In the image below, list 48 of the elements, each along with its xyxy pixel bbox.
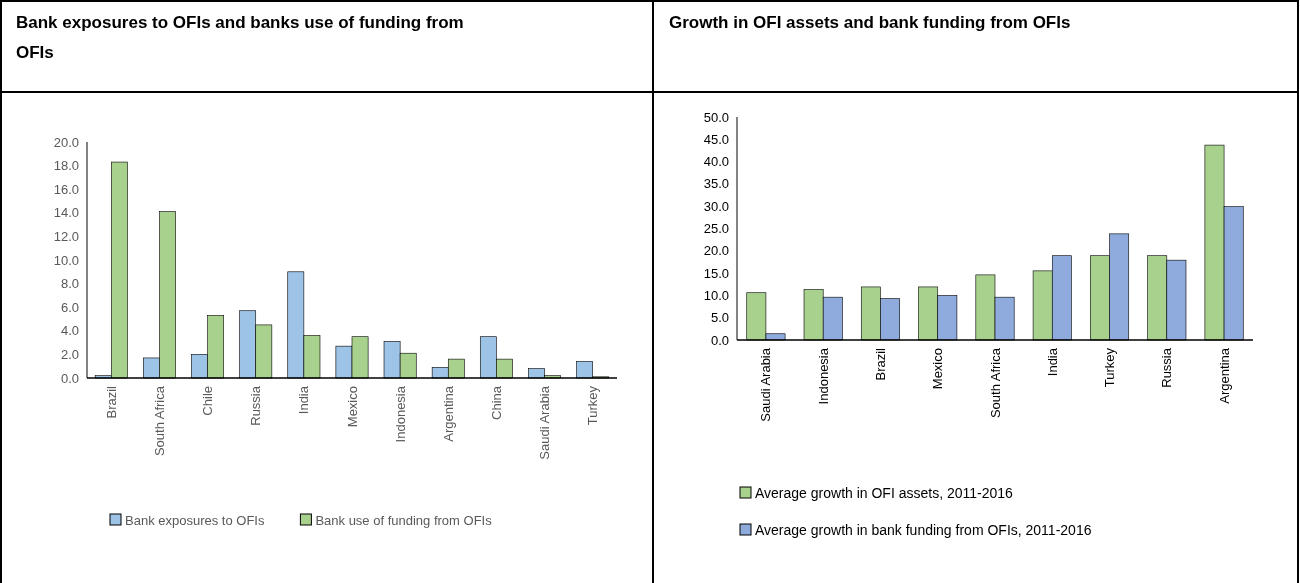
x-tick-label: Argentina — [1216, 347, 1232, 404]
x-tick-label: Chile — [200, 386, 216, 416]
legend-label: Bank exposures to OFIs — [125, 512, 265, 528]
chart-title: Bank exposures to OFIs and banks use of funding from OFIs — [16, 13, 464, 62]
x-tick-label: India — [296, 385, 312, 415]
y-tick-label: 25.0 — [703, 221, 729, 237]
y-tick-label: 18.0 — [53, 158, 79, 174]
x-tick-label: Mexico — [930, 348, 946, 390]
x-tick-label: China — [488, 385, 504, 420]
y-tick-label: 16.0 — [53, 181, 79, 197]
legend-label: Average growth in bank funding from OFIs, 2011-2016 — [755, 521, 1092, 538]
legend-label: Bank use of funding from OFIs — [315, 512, 493, 528]
y-tick-label: 8.0 — [60, 276, 79, 292]
y-tick-label: 30.0 — [703, 198, 729, 214]
x-tick-label: Argentina — [440, 385, 456, 442]
x-tick-label: Brazil — [103, 385, 119, 419]
y-tick-label: 4.0 — [60, 323, 79, 339]
x-tick-label: Russia — [1159, 347, 1175, 388]
y-tick-label: 6.0 — [60, 299, 79, 315]
y-tick-label: 10.0 — [703, 287, 729, 303]
y-tick-label: 12.0 — [53, 228, 79, 244]
y-tick-label: 45.0 — [703, 131, 729, 147]
x-tick-label: Russia — [248, 385, 264, 426]
y-tick-label: 20.0 — [703, 243, 729, 259]
y-tick-label: 0.0 — [60, 370, 79, 386]
y-tick-label: 15.0 — [703, 265, 729, 281]
y-tick-label: 50.0 — [703, 109, 729, 125]
x-tick-label: South Africa — [152, 385, 167, 457]
x-tick-label: Saudi Arabia — [537, 385, 553, 460]
y-tick-label: 10.0 — [53, 252, 79, 268]
y-tick-label: 35.0 — [703, 176, 729, 192]
y-tick-label: 40.0 — [703, 154, 729, 170]
x-tick-label: Mexico — [344, 386, 360, 428]
x-tick-label: Indonesia — [392, 385, 408, 443]
y-tick-label: 2.0 — [60, 346, 79, 362]
x-tick-label: Brazil — [873, 347, 889, 381]
y-tick-label: 0.0 — [710, 332, 729, 348]
x-tick-label: Indonesia — [815, 347, 831, 405]
x-tick-label: Turkey — [1102, 347, 1118, 388]
y-tick-label: 5.0 — [710, 310, 729, 326]
x-tick-label: South Africa — [987, 347, 1003, 419]
x-tick-label: Saudi Arabia — [758, 347, 774, 422]
y-tick-label: 14.0 — [53, 205, 79, 221]
y-tick-label: 20.0 — [53, 134, 79, 150]
x-tick-label: India — [1044, 347, 1060, 377]
chart-title: Growth in OFI assets and bank funding from OFIs — [669, 13, 1071, 32]
x-tick-label: Turkey — [585, 385, 601, 426]
legend-label: Average growth in OFI assets, 2011-2016 — [755, 484, 1014, 501]
